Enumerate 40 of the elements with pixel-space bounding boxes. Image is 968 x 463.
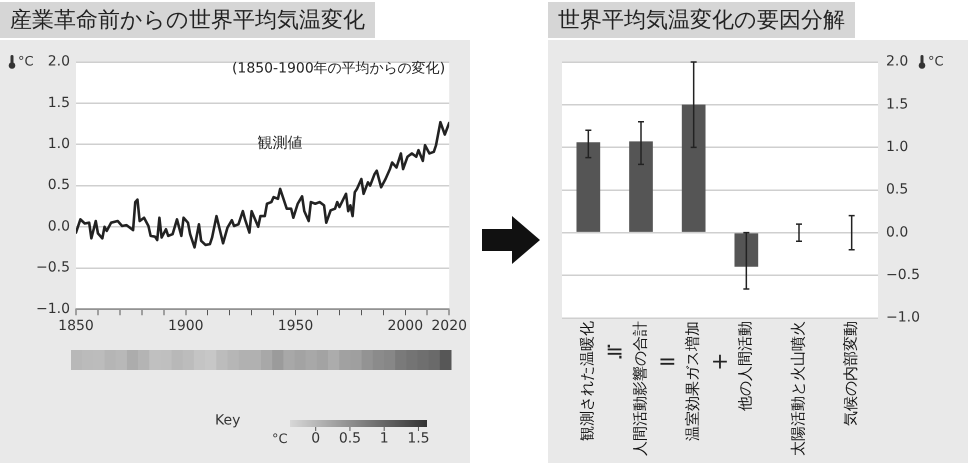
y-tick-label: 1.0 (48, 136, 70, 152)
x-tick-label: 1900 (168, 318, 204, 334)
y-axis-title: °C (928, 54, 944, 70)
y-tick-label: −1.0 (36, 300, 70, 317)
x-tick-label: 1850 (58, 318, 94, 334)
x-tick-label: 温室効果ガス増加 (684, 321, 702, 441)
x-tick-label: 1950 (278, 318, 314, 334)
text: = (658, 350, 677, 375)
color-bar-title: °C (272, 432, 288, 447)
y-tick-label: 2.0 (886, 54, 908, 70)
y-tick-label: −0.5 (36, 260, 70, 276)
chart-subtitle: (1850-1900年の平均からの変化) (232, 60, 446, 77)
color-bar-label: 0 (311, 430, 320, 447)
y-tick-label: −0.5 (886, 266, 920, 283)
text: + (710, 350, 730, 375)
x-tick-label: 気候の内部変動 (842, 321, 860, 426)
y-tick-label: 0.5 (886, 182, 908, 198)
x-tick-label: 2000 (387, 318, 424, 334)
y-tick-label: −1.0 (886, 310, 920, 326)
chart-title: 世界平均気温変化の要因分解 (548, 2, 855, 38)
y-tick-label: 2.0 (48, 54, 70, 70)
y-tick-label: 0.0 (48, 218, 70, 234)
color-bar-label: 1 (380, 430, 389, 447)
x-tick-label: 他の人間活動 (736, 321, 754, 411)
y-tick-label: 1.0 (886, 138, 908, 155)
text: 観測値 (258, 133, 303, 152)
y-tick-label: 0.0 (886, 224, 908, 240)
color-bar-label: 0.5 (338, 430, 362, 447)
y-tick-label: 1.5 (48, 94, 70, 111)
x-tick-label: 2020 (431, 318, 468, 334)
text: ≒ (605, 340, 624, 365)
x-tick-label: 太陽活動と火山噴火 (788, 321, 807, 456)
chart-title: 産業革命前からの世界平均気温変化 (0, 2, 375, 38)
y-axis-title: °C (18, 54, 34, 70)
x-tick-label: 人間活動影響の合計 (630, 321, 649, 456)
color-bar-label: 1.5 (407, 430, 430, 447)
x-tick-label: 観測された温暖化 (578, 321, 596, 441)
y-tick-label: 1.5 (886, 96, 908, 112)
y-tick-label: 0.5 (48, 177, 70, 194)
legend-title: Key (215, 412, 240, 429)
